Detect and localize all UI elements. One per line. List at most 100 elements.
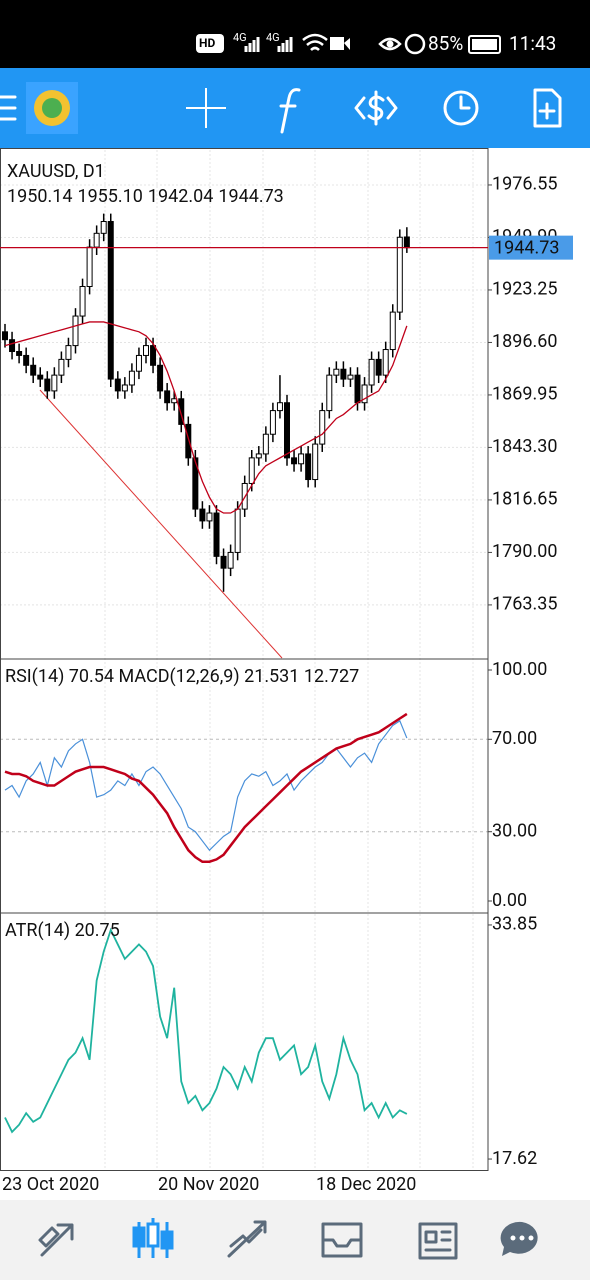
y-tick-label: 1790.00 <box>492 541 557 562</box>
moving-average <box>4 321 408 514</box>
messages-dot <box>519 1235 525 1241</box>
candle-body <box>319 410 326 445</box>
candle-body <box>298 453 305 465</box>
high-label: 1955.10 <box>77 186 142 207</box>
new-order-button[interactable] <box>533 88 562 128</box>
eye-icon <box>386 40 394 48</box>
candle-body <box>396 236 403 313</box>
period-button[interactable] <box>443 90 479 126</box>
candle-body <box>269 410 276 435</box>
alarm-icon <box>404 33 426 55</box>
candle-body <box>65 345 72 360</box>
candle-body <box>86 246 93 288</box>
hd-label: HD <box>199 36 215 50</box>
network-label: 4G <box>266 31 280 44</box>
signal-icon <box>277 37 293 52</box>
candle-body <box>255 453 262 459</box>
trade-tab[interactable] <box>227 1220 267 1258</box>
trade-button[interactable] <box>354 90 398 126</box>
candle-body <box>389 311 396 351</box>
wifi-icon <box>302 33 328 51</box>
signal-icon <box>244 37 260 52</box>
candle-body <box>135 354 142 372</box>
menu-button[interactable] <box>0 95 17 121</box>
indicator-line <box>4 719 408 852</box>
frame <box>0 148 489 1171</box>
candle-body <box>93 232 100 248</box>
candle-body <box>284 402 290 459</box>
candle-body <box>305 453 312 481</box>
status-bar <box>0 0 590 68</box>
y-tick-label: 1869.95 <box>492 384 557 405</box>
candle-body <box>2 331 8 341</box>
candle-body <box>361 384 368 404</box>
quotes-tab[interactable] <box>38 1223 74 1257</box>
current-price-tag <box>489 235 573 260</box>
y-tick-label: 1763.35 <box>492 594 557 615</box>
app-logo-shape <box>42 98 62 118</box>
x-tick-label: 18 Dec 2020 <box>316 1174 416 1195</box>
candle-body <box>354 374 361 404</box>
candle-body <box>227 551 234 569</box>
candle-body <box>107 221 114 380</box>
eye-icon <box>378 37 402 51</box>
candle-body <box>58 358 65 376</box>
toolbar <box>0 68 590 148</box>
candle-body <box>16 351 23 356</box>
candle-body <box>100 221 107 234</box>
y-tick-label: 1923.25 <box>492 279 557 300</box>
news-tab[interactable] <box>418 1222 458 1260</box>
messages-tab[interactable] <box>500 1221 538 1256</box>
candle-body <box>157 364 164 392</box>
y-tick-label: 1976.55 <box>492 174 557 195</box>
candle-body <box>220 555 227 569</box>
candle-body <box>234 508 241 553</box>
candle-body <box>199 508 206 522</box>
messages-dot <box>510 1235 516 1241</box>
y-tick-label: 33.85 <box>492 914 537 935</box>
candle-body <box>347 374 354 380</box>
candle-body <box>276 402 283 412</box>
chart-tab[interactable] <box>132 1218 174 1258</box>
candle-body <box>114 378 121 392</box>
low-label: 1942.04 <box>148 186 213 207</box>
candle-body <box>213 512 220 557</box>
candle-body <box>326 374 333 412</box>
candle-body <box>291 457 298 465</box>
candle-body <box>143 345 149 356</box>
current-price-label: 1944.73 <box>494 237 559 258</box>
symbol-title: XAUUSD, D1 <box>7 161 105 182</box>
y-tick-label: 1896.60 <box>492 331 557 352</box>
candle-body <box>79 286 86 317</box>
messages-dot <box>528 1235 534 1241</box>
hd-badge <box>196 34 224 53</box>
candle-body <box>206 512 213 522</box>
candle-body <box>23 354 30 366</box>
trend-line <box>39 389 283 659</box>
indicator-line <box>4 712 408 863</box>
candle-body <box>164 390 171 404</box>
chart-area <box>0 148 590 1200</box>
plots <box>2 213 410 1134</box>
ohlc-values: 1950.14 1955.10 1942.04 1944.73 <box>7 186 284 207</box>
candle-body <box>382 349 389 376</box>
indicators-button[interactable] <box>279 88 301 134</box>
camera-icon <box>330 37 344 50</box>
candle-body <box>368 358 375 386</box>
battery-percent: 85% <box>428 32 463 55</box>
candle-body <box>178 398 185 425</box>
y-tick-label: 1843.30 <box>492 436 557 457</box>
candle-body <box>30 364 37 376</box>
y-tick-label: 17.62 <box>492 1148 537 1169</box>
history-tab[interactable] <box>321 1222 363 1258</box>
indicator-line <box>4 927 408 1134</box>
clock: 11:43 <box>509 32 556 55</box>
candle-body <box>51 374 58 392</box>
camera-icon <box>344 38 350 50</box>
candle-body <box>312 443 319 481</box>
crosshair-button[interactable] <box>186 88 226 128</box>
network-label: 4G <box>233 31 247 44</box>
candle-body <box>375 358 382 376</box>
candle-body <box>185 423 192 459</box>
